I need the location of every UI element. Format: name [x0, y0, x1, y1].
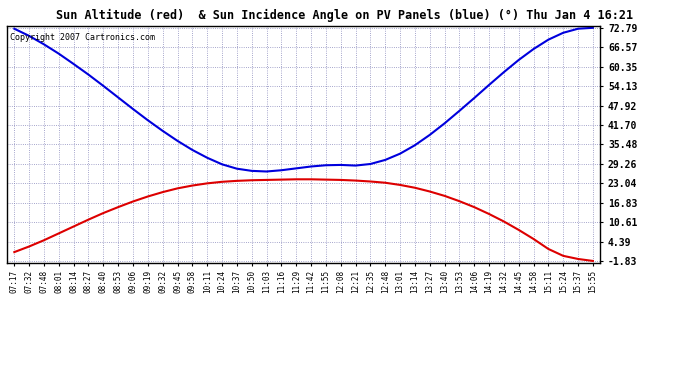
Text: Sun Altitude (red)  & Sun Incidence Angle on PV Panels (blue) (°) Thu Jan 4 16:2: Sun Altitude (red) & Sun Incidence Angle… — [57, 9, 633, 22]
Text: Copyright 2007 Cartronics.com: Copyright 2007 Cartronics.com — [10, 33, 155, 42]
